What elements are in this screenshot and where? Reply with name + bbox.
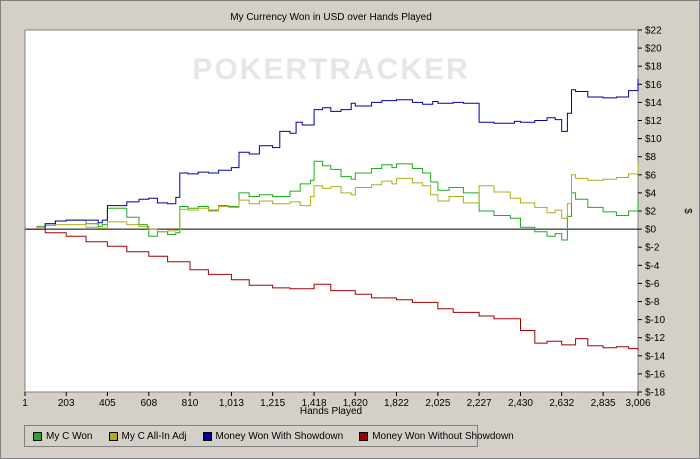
y-tick-label: $-6: [645, 279, 660, 290]
legend-label: My C Won: [46, 430, 93, 442]
legend-label: My C All-In Adj: [121, 430, 187, 442]
legend-label: Money Won Without Showdown: [372, 430, 514, 442]
y-tick-label: $4: [645, 188, 657, 199]
y-tick-label: $18: [645, 62, 662, 73]
y-tick-label: $8: [645, 152, 657, 163]
x-tick-label: 2,227: [467, 398, 492, 409]
y-tick-label: $-14: [645, 351, 665, 362]
y-tick-label: $20: [645, 44, 662, 55]
y-tick-label: $-16: [645, 369, 665, 380]
legend-item-money-won-without-showdown: Money Won Without Showdown: [359, 431, 514, 442]
x-axis-label: Hands Played: [300, 406, 362, 417]
y-tick-label: $14: [645, 98, 662, 109]
y-tick-label: $0: [645, 225, 657, 236]
legend-item-money-won-with-showdown: Money Won With Showdown: [202, 430, 344, 442]
y-tick-label: $12: [645, 116, 662, 127]
x-tick-label: 203: [58, 398, 75, 409]
y-tick-label: $2: [645, 207, 657, 218]
legend-swatch: [359, 431, 369, 441]
y-tick-label: $-2: [645, 243, 660, 254]
y-tick-label: $-10: [645, 315, 665, 326]
y-tick-label: $22: [645, 26, 662, 37]
series-line-money-won-without-showdown: [25, 228, 639, 351]
legend: My C Won My C All-In Adj Money Won With Sh…: [24, 425, 514, 447]
x-tick-label: 2,632: [549, 398, 574, 409]
x-tick-label: 1,620: [343, 398, 368, 409]
x-tick-label: 3,006: [625, 398, 650, 409]
series-layer: [25, 78, 639, 351]
y-tick-label: $-4: [645, 261, 660, 272]
x-tick-label: 2,025: [425, 398, 450, 409]
legend-item-my-c-all-in-adj: My C All-In Adj: [108, 430, 187, 442]
x-tick-label: 1,822: [384, 398, 409, 409]
y-tick-label: $16: [645, 80, 662, 91]
x-tick-label: 1,418: [302, 398, 327, 409]
legend-label: Money Won With Showdown: [215, 430, 344, 442]
x-tick-label: 2,835: [591, 398, 616, 409]
x-tick-label: 608: [140, 398, 157, 409]
axes-layer: $-18 $-16 $-14 $-12 $-10 $-8 $-6 $-4 $-2 $0 $2 $4 $6…: [22, 26, 665, 410]
chart-title: My Currency Won in USD over Hands Played: [230, 12, 432, 23]
watermark: POKERTRACKER: [192, 53, 469, 86]
legend-item-my-c-won: My C Won: [33, 431, 93, 442]
x-tick-label: 1: [22, 398, 28, 409]
x-tick-label: 405: [99, 398, 116, 409]
y-tick-label: $10: [645, 134, 662, 145]
legend-swatch: [33, 431, 42, 441]
series-line-my-c-all-in-adj: [25, 163, 639, 233]
x-tick-label: 2,430: [508, 398, 533, 409]
y-tick-label: $6: [645, 170, 657, 181]
series-line-money-won-with-showdown: [25, 78, 639, 230]
y-tick-label: $-18: [645, 388, 665, 399]
y-tick-label: $-8: [645, 297, 660, 308]
legend-swatch: [202, 431, 212, 441]
y-axis-label: $: [682, 208, 693, 214]
x-tick-label: 810: [182, 398, 199, 409]
x-tick-label: 1,215: [260, 398, 285, 409]
legend-swatch: [108, 431, 118, 441]
y-tick-label: $-12: [645, 333, 665, 344]
x-tick-label: 1,013: [219, 398, 244, 409]
